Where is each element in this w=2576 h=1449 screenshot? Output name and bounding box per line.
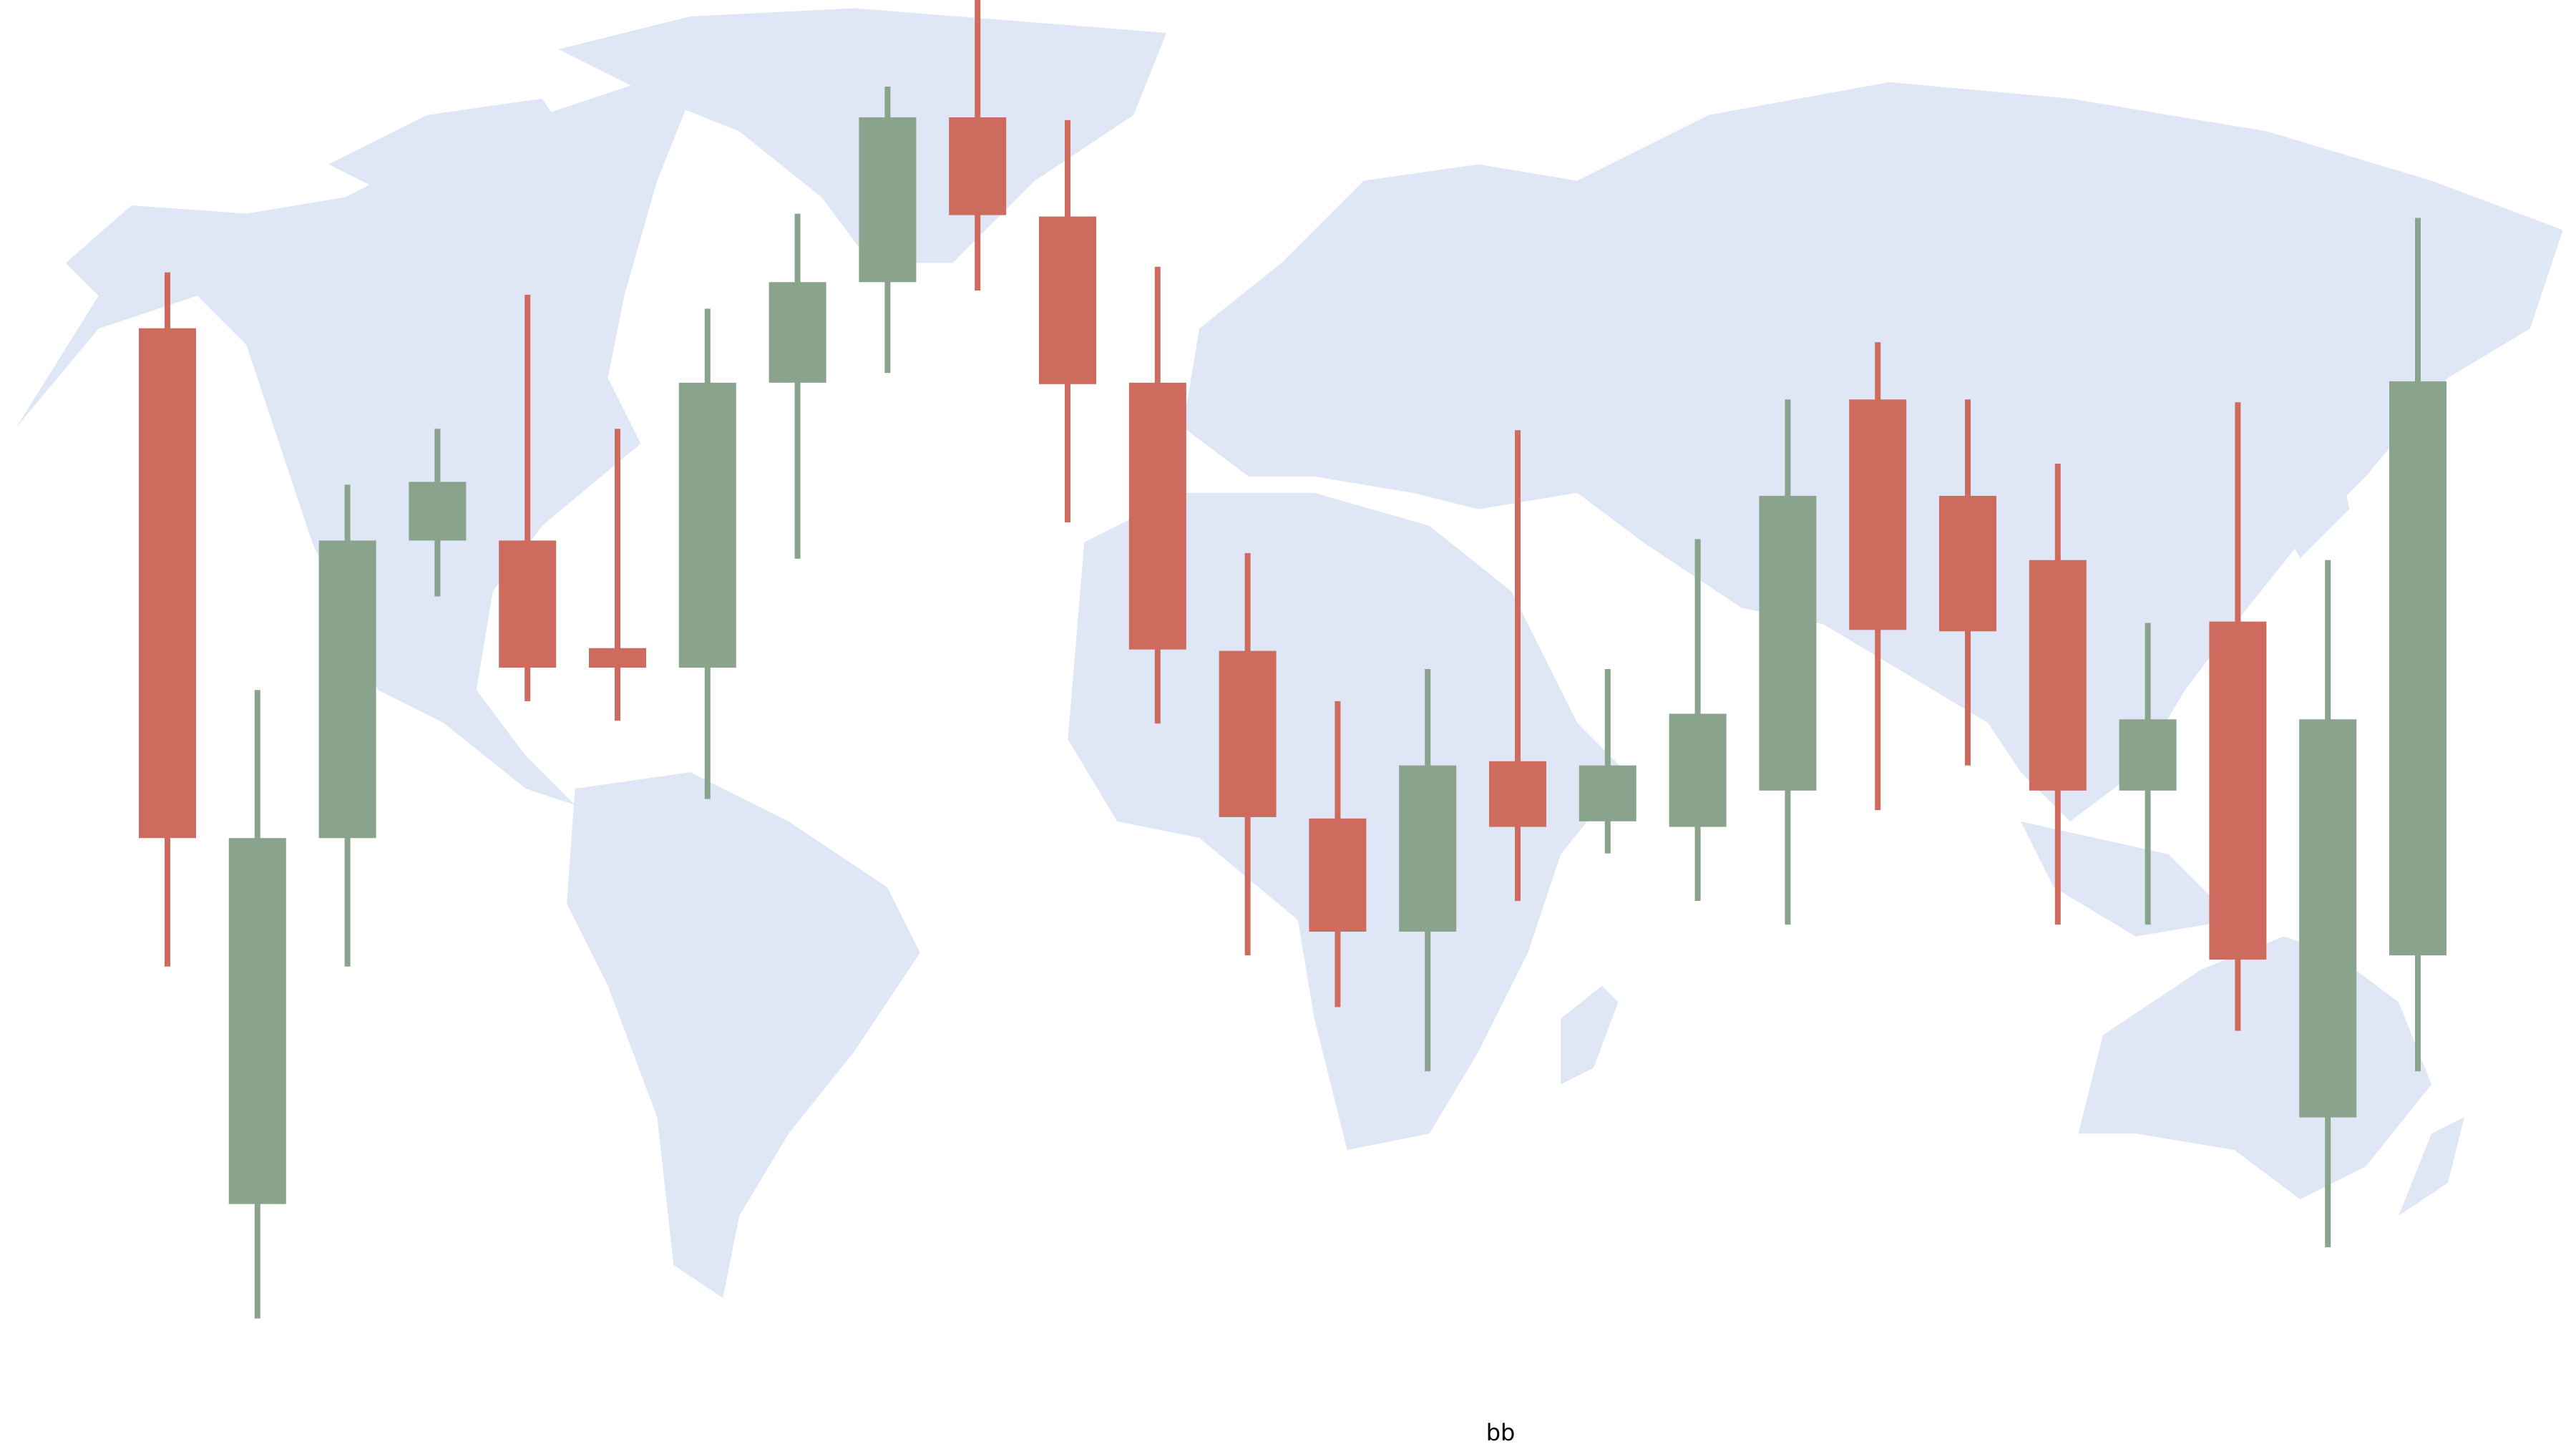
candle-body bbox=[589, 648, 646, 668]
candle-body bbox=[1128, 382, 1186, 650]
candle-body bbox=[2029, 560, 2087, 791]
candle-body bbox=[2299, 719, 2357, 1118]
candle-body bbox=[2209, 621, 2267, 960]
candle-body bbox=[318, 540, 376, 839]
candle-body bbox=[1579, 765, 1636, 821]
candle-body bbox=[949, 117, 1007, 215]
candle-body bbox=[139, 328, 196, 839]
wick bbox=[1515, 430, 1521, 902]
candle-body bbox=[1219, 650, 1277, 817]
candle-body bbox=[2119, 719, 2177, 791]
candle-body bbox=[1849, 399, 1907, 630]
wick bbox=[1604, 669, 1611, 854]
wick bbox=[525, 294, 531, 701]
candle-body bbox=[499, 540, 557, 668]
candle-body bbox=[1669, 713, 1727, 827]
candle-body bbox=[1039, 216, 1096, 384]
candle-body bbox=[1489, 761, 1546, 827]
candle-body bbox=[1399, 765, 1457, 932]
candle-body bbox=[228, 838, 286, 1204]
candle-body bbox=[859, 117, 917, 283]
wick bbox=[615, 429, 620, 721]
candle-body bbox=[1309, 818, 1367, 932]
world-map bbox=[16, 8, 2563, 1298]
wick bbox=[794, 213, 801, 559]
candle-body bbox=[2389, 381, 2446, 956]
candle-body bbox=[769, 282, 826, 383]
candle-body bbox=[1939, 495, 1996, 632]
candle-body bbox=[678, 382, 736, 668]
candle-body bbox=[409, 482, 467, 541]
candle-body bbox=[1759, 495, 1817, 791]
x-axis-label: bb bbox=[1486, 1419, 1516, 1446]
